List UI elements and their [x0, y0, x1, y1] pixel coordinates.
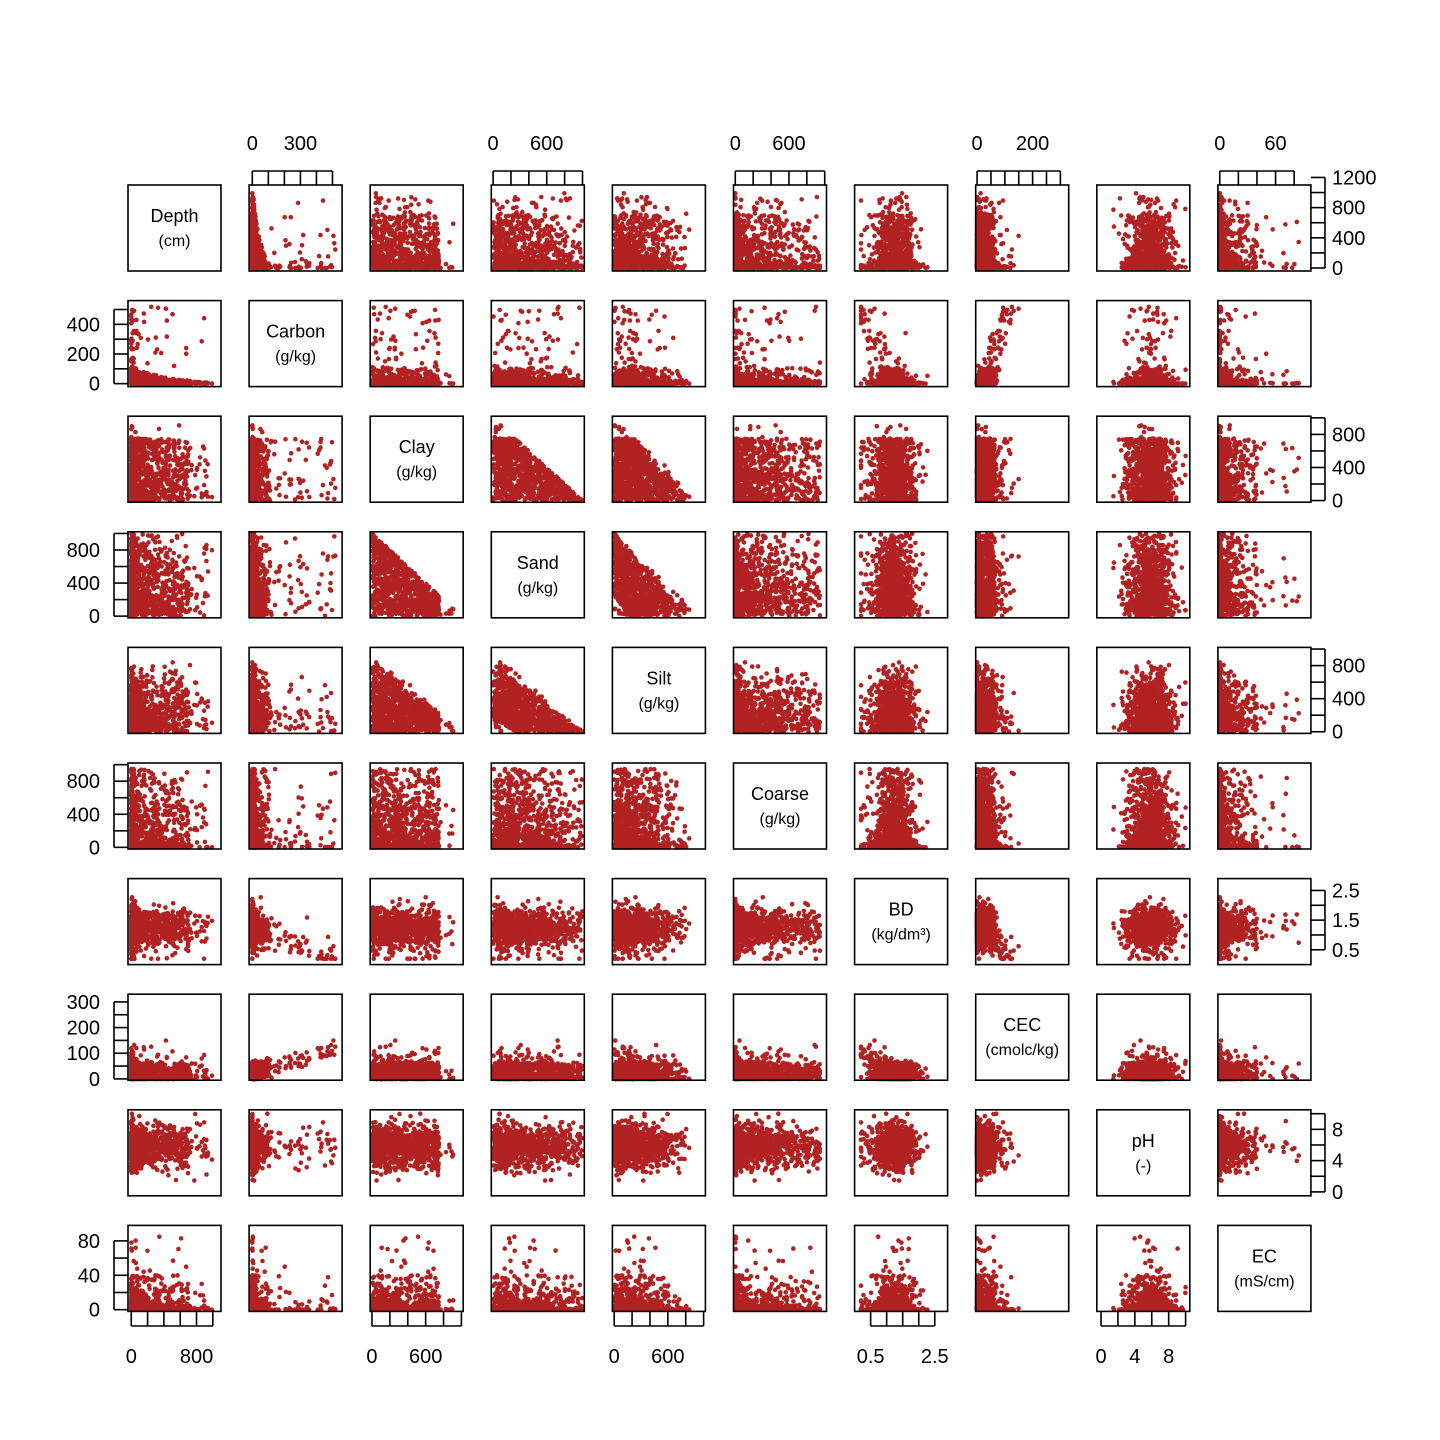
scatter-point: [262, 254, 267, 259]
scatter-point: [319, 261, 324, 266]
scatter-point: [317, 254, 322, 259]
panel-r0-c2: [370, 191, 456, 270]
scatter-point: [325, 228, 330, 233]
scatter-point: [319, 266, 324, 271]
scatter-point: [283, 238, 288, 243]
scatter-point: [293, 260, 298, 265]
scatter-point: [250, 196, 255, 201]
scatter-point: [300, 257, 305, 262]
scatter-point: [262, 266, 267, 271]
scatter-point: [250, 222, 255, 227]
panel-r0-c1: [250, 191, 338, 270]
panel-r0-c0: Depth (cm): [150, 206, 198, 250]
scatter-point: [321, 198, 326, 203]
scatter-point: [257, 262, 262, 267]
scatter-point: [250, 261, 255, 266]
scatter-point: [278, 264, 283, 269]
scatter-point: [253, 242, 258, 247]
scatter-point: [328, 264, 333, 269]
scatter-point: [258, 266, 263, 271]
scatter-point: [318, 233, 323, 238]
scatter-point: [331, 234, 336, 239]
points-layer: Depth(cm)Carbon(g/kg)Clay(g/kg)Sand(g/kg…: [129, 191, 1301, 1312]
scatter-point: [250, 237, 255, 242]
scatter-point: [304, 259, 309, 264]
scatter-point: [298, 250, 303, 255]
scatter-point: [296, 201, 301, 206]
scatter-point: [257, 250, 262, 255]
scatter-point: [289, 215, 294, 220]
scatter-point: [282, 215, 287, 220]
scatter-point: [272, 251, 277, 256]
scatter-point: [301, 233, 306, 238]
scatter-point: [260, 245, 265, 250]
scatter-point: [300, 243, 305, 248]
scatter-point: [326, 254, 331, 259]
scatter-point: [254, 221, 259, 226]
scatter-point: [333, 247, 338, 252]
scatter-point: [332, 241, 337, 246]
scatter-point: [299, 266, 304, 271]
scatter-point: [263, 260, 268, 265]
scatter-point: [288, 264, 293, 269]
scatter-point: [304, 264, 309, 269]
scatter-point: [250, 230, 255, 235]
variable-name: Depth: [150, 206, 198, 226]
variable-unit: (cm): [159, 233, 191, 250]
scatter-point: [252, 247, 257, 252]
scatter-point: [284, 243, 289, 248]
scatter-point: [269, 226, 274, 231]
scatter-point: [251, 256, 256, 261]
